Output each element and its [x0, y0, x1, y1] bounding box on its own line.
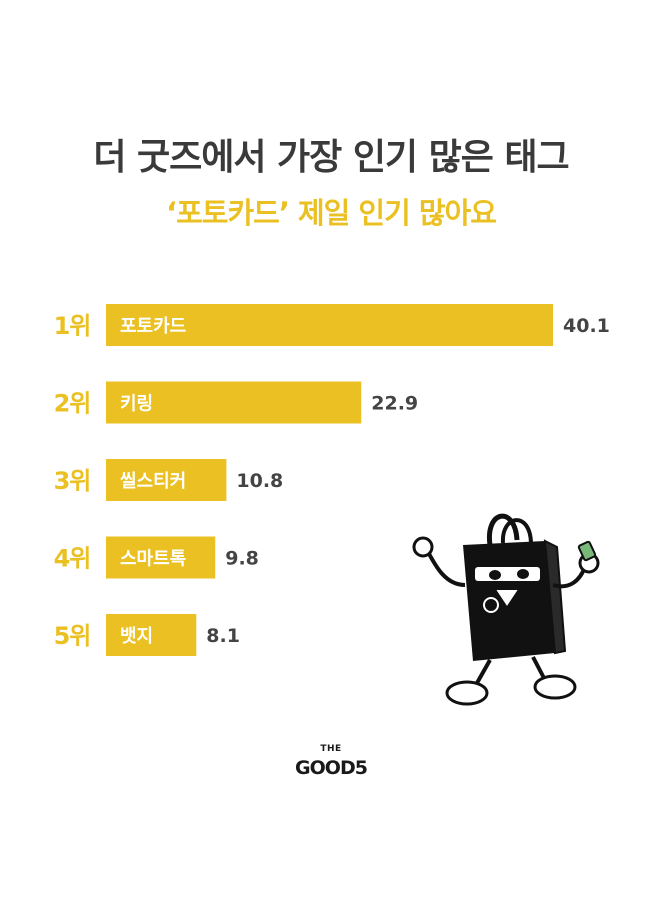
brand-logo-top: THE — [320, 744, 342, 754]
bar-value-label: 22.9 — [371, 393, 418, 415]
bar-value-label: 8.1 — [206, 625, 240, 647]
bar — [106, 381, 362, 424]
bar — [106, 536, 216, 579]
bar-value-label: 9.8 — [225, 548, 259, 570]
bar — [106, 614, 197, 656]
bar — [106, 459, 227, 501]
brand-logo: GOOD5 — [295, 757, 368, 779]
bar-category-label: 키링 — [120, 394, 153, 415]
chart-subtitle: ‘포토카드’ 제일 인기 많아요 — [166, 196, 497, 230]
bar-value-label: 10.8 — [236, 470, 283, 492]
rank-label: 5위 — [54, 622, 91, 650]
chart-title: 더 굿즈에서 가장 인기 많은 태그 — [93, 137, 569, 178]
bar — [106, 304, 553, 346]
rank-label: 3위 — [54, 467, 91, 495]
rank-label: 1위 — [54, 312, 91, 340]
rank-label: 2위 — [54, 390, 91, 418]
shopping-bag-mascot-illustration — [412, 513, 600, 706]
bar-category-label: 씰스티커 — [120, 471, 186, 492]
bar-category-label: 스마트톡 — [120, 549, 186, 570]
bar-category-label: 뱃지 — [120, 626, 153, 647]
rank-label: 4위 — [54, 545, 91, 573]
bar-value-label: 40.1 — [563, 315, 610, 337]
bar-category-label: 포토카드 — [120, 316, 186, 337]
